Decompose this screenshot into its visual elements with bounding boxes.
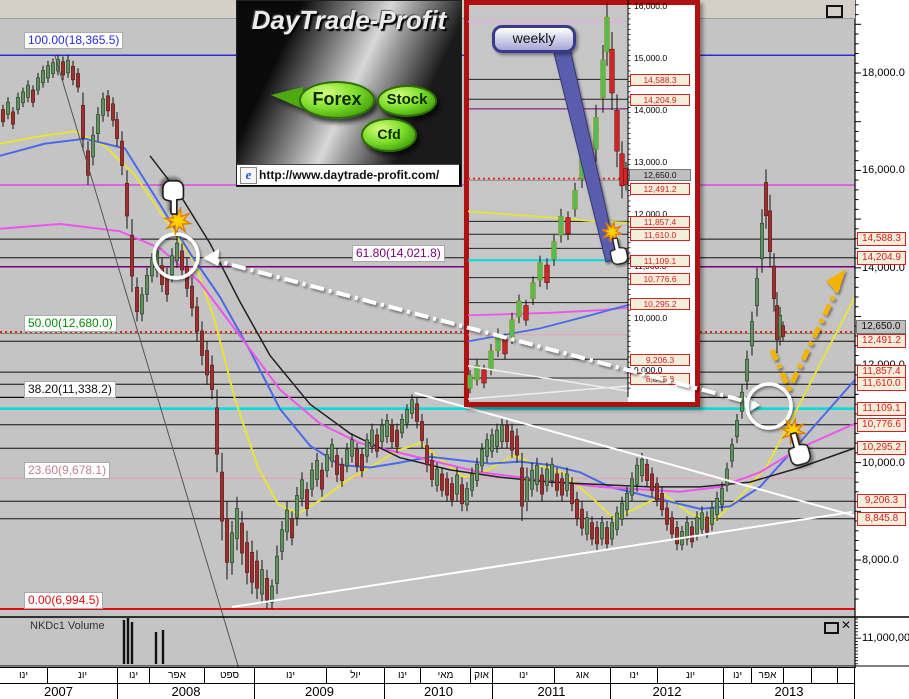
month-cell (838, 668, 855, 684)
axis-tick-label: 10,000.0 (862, 457, 905, 469)
month-cell: ינו (724, 668, 752, 684)
weekly-callout-bubble: weekly (492, 25, 576, 53)
inset-price-alert-label: 11,857.4 (630, 216, 690, 228)
axis-tick-label: 8,000.0 (862, 554, 899, 566)
month-cell: ינו (255, 668, 327, 684)
month-cell (812, 668, 838, 684)
logo-artwork: DayTrade-Profit Forex Stock Cfd (237, 1, 461, 164)
date-axis: ינו יונ ינו אפר ספט ינו יול ינו מאי אוק ינו אוג ינו י… (0, 667, 856, 699)
fib-level-label: 23.60(9,678.1) (24, 462, 111, 479)
month-cell: אפר (150, 668, 205, 684)
year-cell: 2013 (724, 684, 855, 699)
volume-pane-canvas[interactable] (0, 617, 855, 666)
price-alert-label: 9,206.3 (857, 494, 906, 508)
month-cell: אפר (752, 668, 784, 684)
month-cell: יול (327, 668, 385, 684)
logo-title: DayTrade-Profit (251, 5, 447, 35)
month-cell: יונ (658, 668, 724, 684)
inset-price-alert-label: 8,845.8 (630, 373, 690, 385)
inset-tick-label: 15,000.0 (634, 53, 668, 63)
logo-url: http://www.daytrade-profit.com/ (259, 168, 440, 182)
price-alert-label: 14,588.3 (857, 232, 906, 246)
inset-price-alert-label: 11,610.0 (630, 229, 690, 241)
axis-tick-label: 16,000.0 (862, 164, 905, 176)
year-cell: 2010 (385, 684, 493, 699)
browser-e-icon: e (240, 167, 257, 184)
last-price-label: 12,650.0 (856, 320, 906, 334)
price-alert-label: 11,610.0 (857, 377, 906, 391)
year-cell: 2008 (118, 684, 255, 699)
inset-tick-label: 14,000.0 (634, 105, 668, 115)
year-cell: 2011 (493, 684, 611, 699)
fib-level-label: 61.80(14,021.8) (352, 245, 445, 262)
price-alert-label: 11,109.1 (857, 402, 906, 416)
month-cell (784, 668, 812, 684)
restore-window-icon[interactable] (826, 5, 843, 18)
axis-tick-label: 18,000.0 (862, 67, 905, 79)
month-cell: ינו (118, 668, 150, 684)
volume-close-icon[interactable]: ✕ (841, 618, 852, 632)
month-cell: יונ (48, 668, 118, 684)
price-alert-label: 12,491.2 (857, 334, 906, 348)
month-cell: אוק (471, 668, 493, 684)
month-cell: ינו (493, 668, 555, 684)
year-cell: 2012 (611, 684, 724, 699)
inset-tick-label: 13,000.0 (634, 157, 668, 167)
price-alert-label: 10,295.2 (857, 441, 906, 455)
year-cell: 2007 (0, 684, 118, 699)
fib-level-label: 50.00(12,680.0) (24, 315, 117, 332)
inset-last-price-label: 12,650.0 (629, 169, 691, 181)
inset-tick-label: 10,000.0 (634, 313, 668, 323)
fib-level-label: 0.00(6,994.5) (24, 592, 104, 609)
price-alert-label: 8,845.8 (857, 512, 906, 526)
cfd-badge: Cfd (361, 118, 417, 152)
fib-level-label: 38.20(11,338.2) (24, 381, 116, 398)
price-alert-label: 14,204.9 (857, 251, 906, 265)
volume-axis-label: 11,000,00 (862, 632, 909, 644)
inset-price-alert-label: 10,295.2 (630, 298, 690, 310)
month-cell: ינו (385, 668, 421, 684)
fib-level-label: 100.00(18,365.5) (24, 32, 124, 49)
inset-price-alert-label: 10,776.6 (630, 273, 690, 285)
inset-price-alert-label: 14,204.9 (630, 94, 690, 106)
logo-url-bar: e http://www.daytrade-profit.com/ (237, 164, 459, 185)
leaf-icon (271, 87, 303, 109)
month-cell: ינו (611, 668, 658, 684)
month-cell: ינו (0, 668, 48, 684)
month-cell: ספט (205, 668, 255, 684)
daytrade-profit-logo: DayTrade-Profit Forex Stock Cfd e http:/… (236, 0, 462, 187)
month-cell: אוג (555, 668, 611, 684)
price-alert-label: 10,776.6 (857, 418, 906, 432)
axis-tick-label: 14,000.0 (862, 262, 905, 274)
inset-price-axis (628, 5, 695, 402)
forex-badge: Forex (299, 81, 375, 119)
stock-badge: Stock (377, 85, 437, 117)
inset-price-alert-label: 14,588.3 (630, 74, 690, 86)
inset-price-alert-label: 11,109.1 (630, 255, 690, 267)
year-cell: 2009 (255, 684, 385, 699)
volume-restore-icon[interactable] (824, 622, 839, 634)
inset-price-alert-label: 9,206.3 (630, 354, 690, 366)
month-cell: מאי (421, 668, 471, 684)
volume-pane-title: NKDc1 Volume (30, 620, 105, 632)
inset-tick-label: 16,000.0 (634, 1, 668, 11)
inset-price-alert-label: 12,491.2 (630, 183, 690, 195)
